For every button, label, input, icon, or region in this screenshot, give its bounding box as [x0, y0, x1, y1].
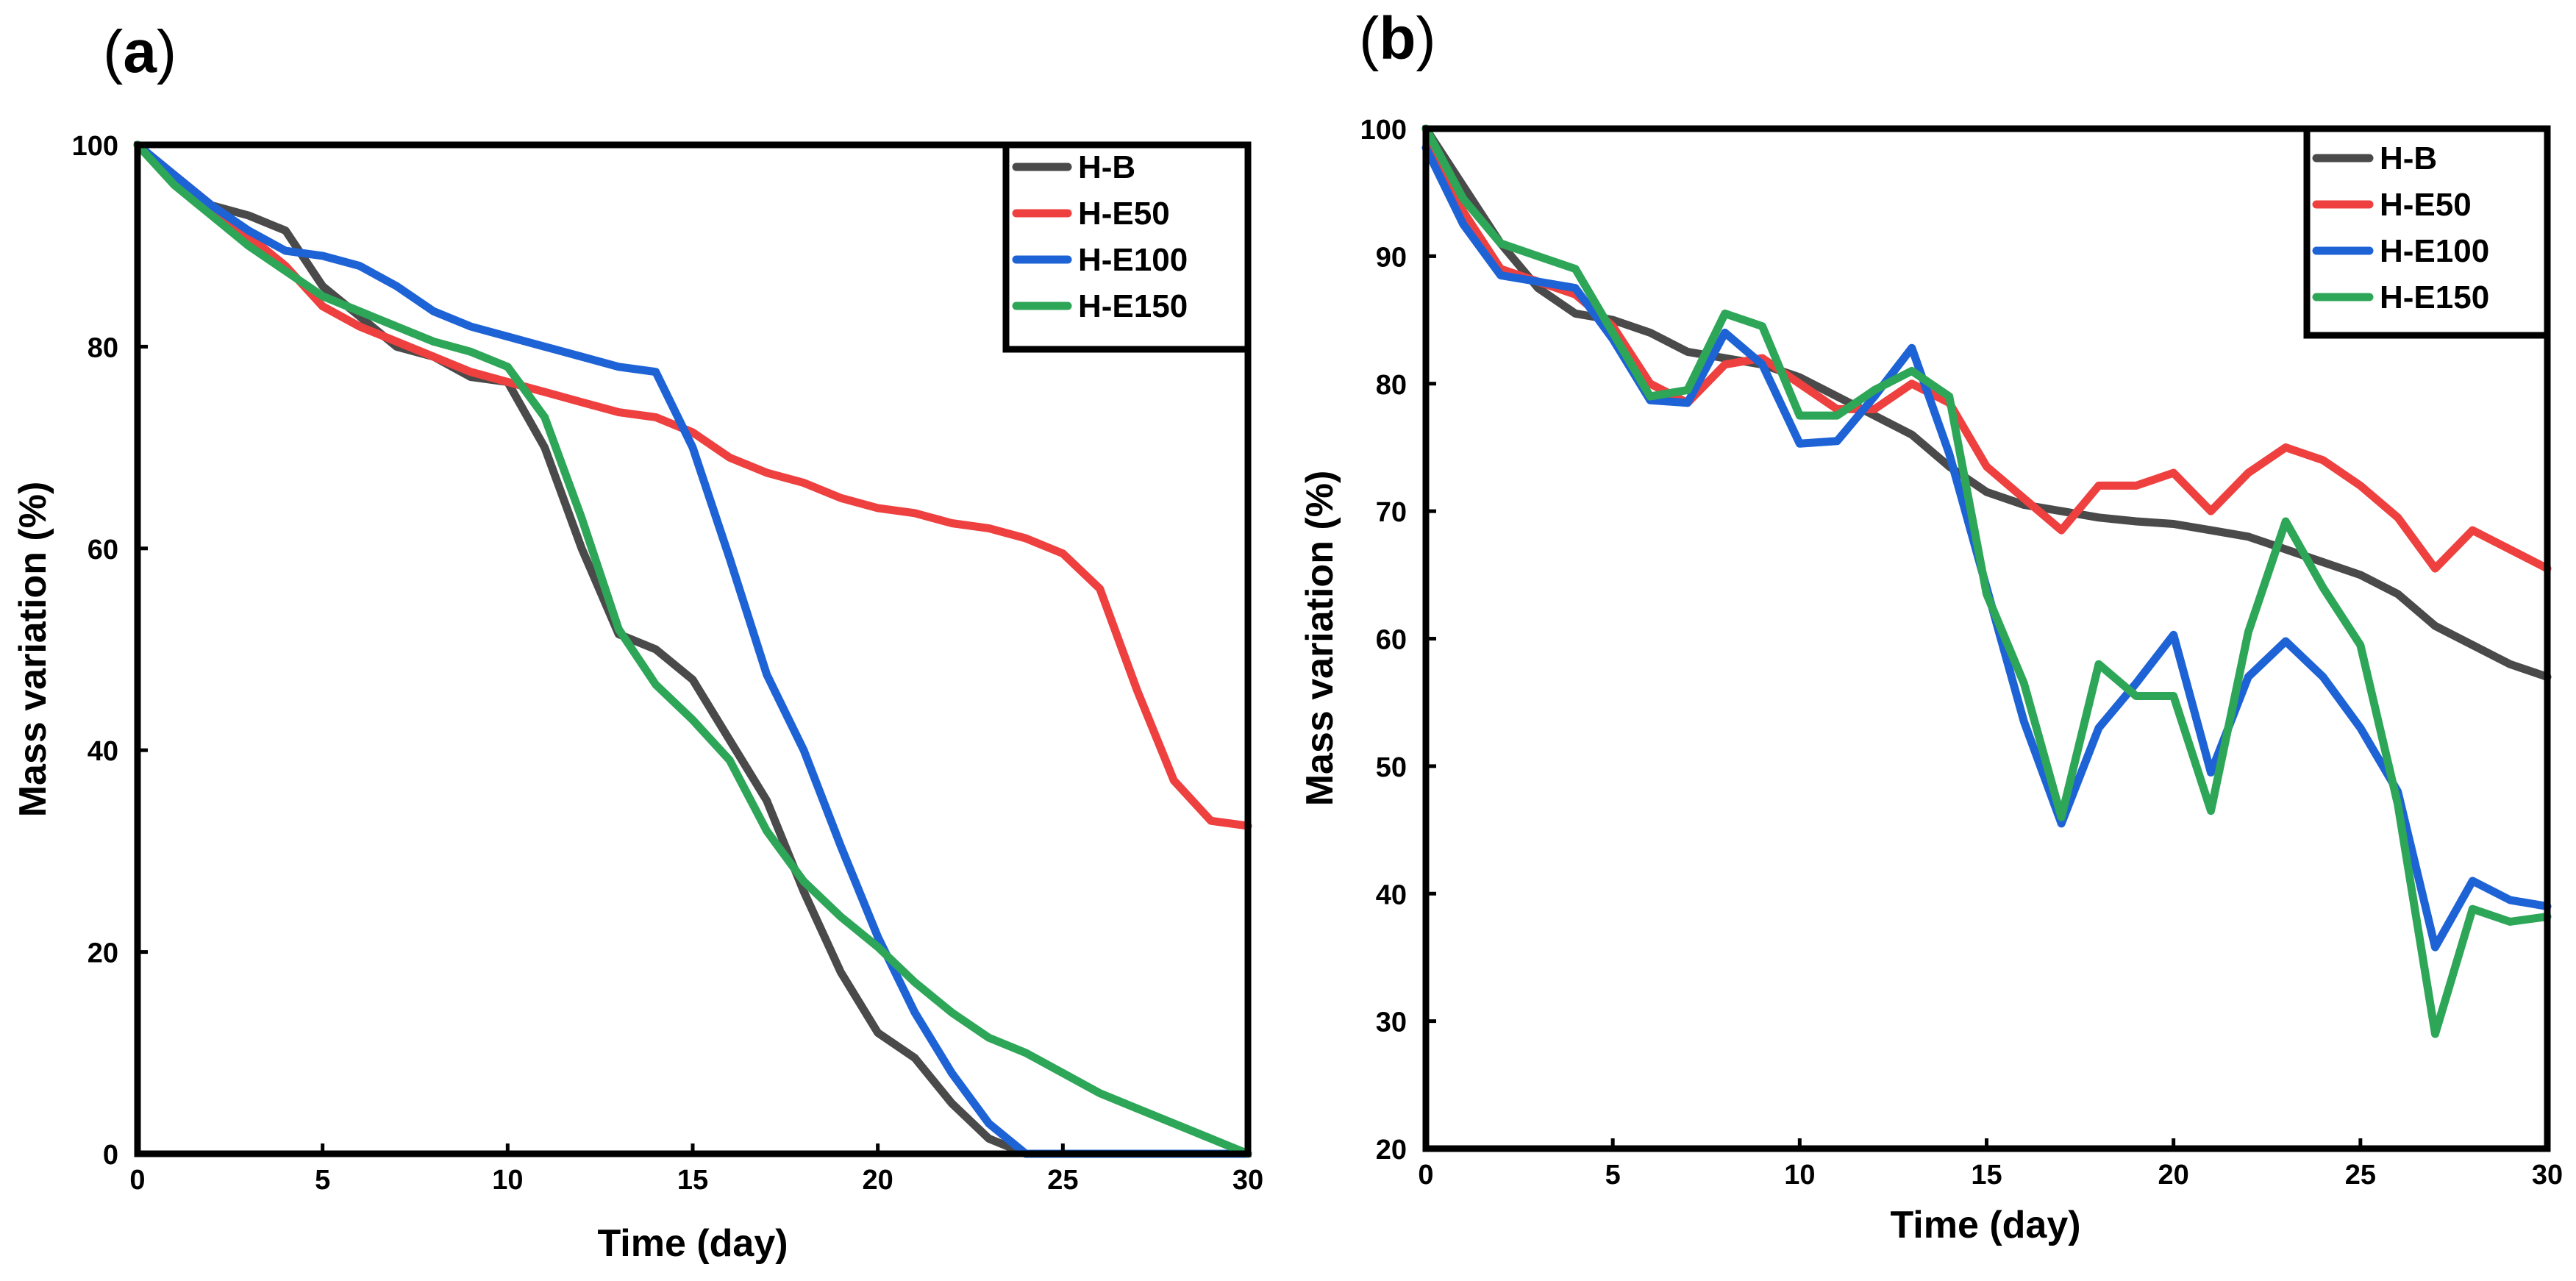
- panel-a-series-h-e50-line: [133, 140, 1252, 830]
- panel-a-ytick-label: 100: [72, 131, 118, 162]
- panel-a-legend-label-h-e100: H-E100: [1078, 242, 1188, 278]
- panel-b-ytick-label: 80: [1376, 370, 1407, 401]
- panel-b-legend-label-h-b: H-B: [2380, 140, 2437, 176]
- panel-b-legend-label-h-e50: H-E50: [2380, 187, 2472, 223]
- panel-b-xtick-label: 25: [2345, 1160, 2376, 1191]
- panel-b-ytick-label: 90: [1376, 242, 1407, 273]
- panel-b-axis-ticks: 0 5 10 15 20 25 30 20 30 40 50 60 70 80 90 100: [1360, 115, 2563, 1191]
- panel-a-xtick-label: 30: [1232, 1165, 1263, 1196]
- panel-b-ytick-label: 60: [1376, 625, 1407, 656]
- panel-a-xtick-label: 10: [492, 1165, 523, 1196]
- panel-b-label: (b): [1359, 5, 1436, 72]
- panel-b-series-h-b-line: [1421, 124, 2552, 681]
- panel-a-legend-label-h-e150: H-E150: [1078, 288, 1188, 324]
- panel-b-ytick-label: 20: [1376, 1135, 1407, 1166]
- panel-a-xtick-label: 5: [315, 1165, 330, 1196]
- panel-b-ytick-label: 50: [1376, 752, 1407, 783]
- panel-a-legend-label-h-e50: H-E50: [1078, 196, 1170, 232]
- panel-b-xtick-label: 0: [1418, 1160, 1433, 1191]
- panel-a-ytick-label: 40: [88, 736, 118, 767]
- panel-b-legend-label-h-e150: H-E150: [2380, 279, 2489, 315]
- panel-a-axis-ticks: 0 5 10 15 20 25 30 0 20 40 60 80 100: [72, 131, 1264, 1196]
- panel-b-xtick-label: 10: [1784, 1160, 1815, 1191]
- panel-b-ytick-label: 70: [1376, 497, 1407, 528]
- panel-b-xtick-label: 20: [2158, 1160, 2189, 1191]
- panel-a-ytick-label: 60: [88, 535, 118, 565]
- panel-b-series-lines: [1421, 124, 2552, 1038]
- panel-a-xtick-label: 25: [1047, 1165, 1078, 1196]
- panel-a-ytick-label: 20: [88, 938, 118, 969]
- panel-b-xtick-label: 15: [1971, 1160, 2002, 1191]
- panel-b-xlabel: Time (day): [1890, 1204, 2080, 1246]
- panel-a-legend: H-B H-E50 H-E100 H-E150: [1002, 141, 1252, 353]
- panel-a-xtick-label: 20: [863, 1165, 893, 1196]
- panel-b-xtick-label: 5: [1605, 1160, 1621, 1191]
- panel-b-legend-label-h-e100: H-E100: [2380, 233, 2489, 269]
- panel-a-ylabel: Mass variation (%): [12, 482, 54, 818]
- panel-b-xtick-label: 30: [2532, 1160, 2563, 1191]
- panel-b-legend: H-B H-E50 H-E100 H-E150: [2303, 125, 2551, 339]
- panel-a-legend-label-h-b: H-B: [1078, 149, 1135, 185]
- panel-a-xtick-label: 15: [677, 1165, 708, 1196]
- panel-b-legend-box: [2303, 125, 2551, 339]
- panel-b-series-h-e150-line: [1421, 124, 2552, 1038]
- panel-b-ylabel: Mass variation (%): [1299, 471, 1341, 807]
- panel-b-ytick-label: 40: [1376, 879, 1407, 910]
- panel-a-ytick-label: 80: [88, 332, 118, 363]
- panel-a-xlabel: Time (day): [597, 1222, 788, 1265]
- panel-a-series-h-e150-line: [133, 140, 1252, 1158]
- panel-a-ytick-label: 0: [103, 1140, 118, 1171]
- panel-b: (b) 0 5 10 15 20 25 30 20 30 40 50 60 70 80 90 100 Time…: [1299, 5, 2563, 1246]
- panel-a-xtick-label: 0: [129, 1165, 145, 1196]
- panel-a-label: (a): [103, 18, 176, 85]
- panel-a-legend-box: [1002, 141, 1252, 353]
- panel-b-ytick-label: 100: [1360, 115, 1407, 146]
- panel-b-ytick-label: 30: [1376, 1007, 1407, 1038]
